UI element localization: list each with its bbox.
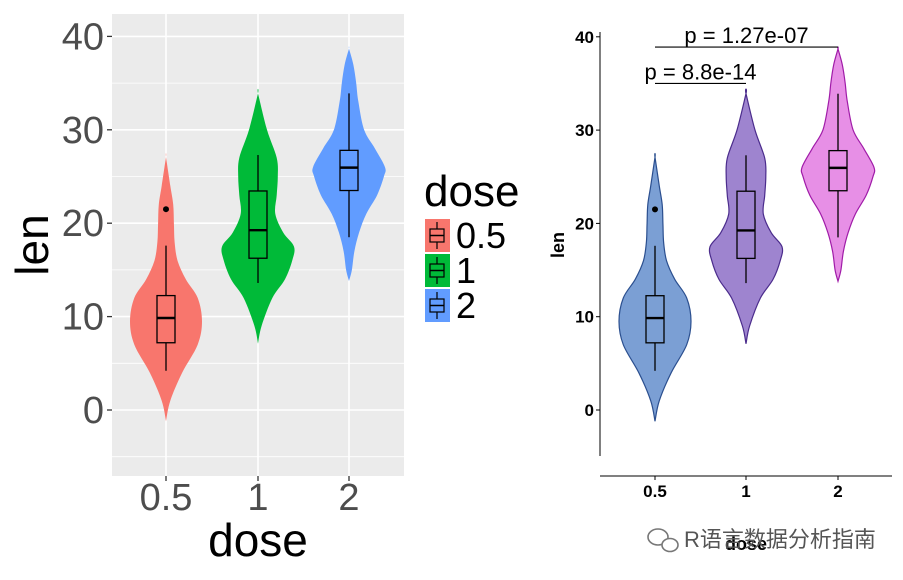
left-x-tick-label: 1 — [247, 477, 268, 519]
p-value-label-0: p = 8.8e-14 — [645, 59, 757, 84]
watermark-text: R语言数据分析指南 — [684, 527, 876, 552]
left-x-ticks: 0.5 1 2 — [140, 476, 360, 519]
legend-label-0.5: 0.5 — [456, 215, 506, 256]
right-y-ticks: 0 10 20 30 40 — [575, 28, 600, 420]
left-y-tick-label: 40 — [62, 16, 104, 58]
left-panel: 0 10 20 30 40 0.5 1 2 dose len — [6, 14, 404, 566]
left-y-axis-title: len — [6, 214, 58, 275]
legend: dose 0.512 — [424, 167, 519, 326]
right-x-tick-label: 0.5 — [643, 482, 667, 501]
left-y-tick-label: 30 — [62, 110, 104, 152]
right-y-tick-label: 20 — [575, 214, 594, 233]
legend-label-1: 1 — [456, 250, 476, 291]
watermark: R语言数据分析指南 — [647, 527, 876, 553]
right-x-tick-label: 1 — [741, 482, 750, 501]
right-outlier-0-0 — [652, 206, 658, 213]
right-boxplots — [645, 93, 848, 371]
legend-keys: 0.512 — [425, 215, 506, 326]
right-box-1 — [736, 190, 756, 260]
right-y-axis-title: len — [548, 232, 568, 258]
right-y-tick-label: 10 — [575, 308, 594, 327]
right-violins — [618, 46, 876, 422]
right-box-2 — [828, 149, 848, 192]
left-y-ticks: 0 10 20 30 40 — [62, 16, 112, 432]
right-x-axis-title: dose — [725, 534, 767, 554]
left-x-axis-title: dose — [208, 514, 308, 566]
left-y-tick-label: 20 — [62, 203, 104, 245]
left-boxplots — [156, 93, 359, 371]
left-outlier-0-0 — [163, 206, 169, 213]
right-y-tick-label: 30 — [575, 121, 594, 140]
legend-title: dose — [424, 167, 519, 216]
right-y-tick-label: 0 — [585, 401, 594, 420]
p-value-label-1: p = 1.27e-07 — [684, 23, 808, 48]
right-x-tick-label: 2 — [833, 482, 842, 501]
left-violin-2 — [312, 46, 386, 282]
right-x-ticks: 0.5 1 2 — [643, 476, 843, 501]
left-x-tick-label: 2 — [338, 477, 359, 519]
wechat-icon — [647, 528, 679, 553]
right-violin-2 — [800, 46, 876, 284]
left-violin-1 — [221, 88, 295, 344]
significance-annotations: p = 8.8e-14 p = 1.27e-07 — [645, 23, 838, 84]
right-y-tick-label: 40 — [575, 28, 594, 47]
left-y-tick-label: 10 — [62, 297, 104, 339]
left-y-tick-label: 0 — [83, 390, 104, 432]
left-box-1 — [248, 190, 268, 259]
right-violin-1 — [708, 88, 784, 344]
legend-label-2: 2 — [456, 285, 476, 326]
left-box-2 — [339, 149, 359, 192]
left-x-tick-label: 0.5 — [140, 477, 193, 519]
